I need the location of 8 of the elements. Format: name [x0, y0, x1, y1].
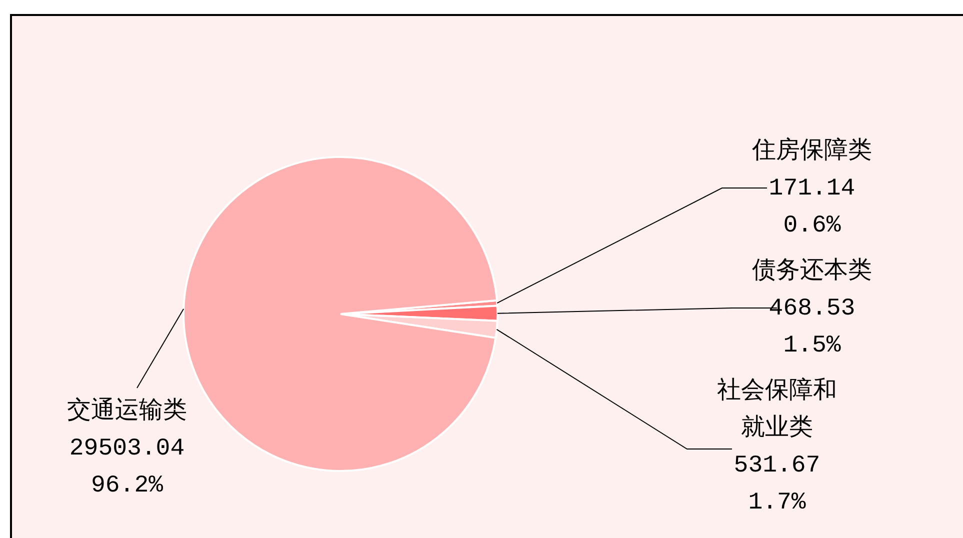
data-label: 29503.04 96.2%	[69, 435, 185, 500]
data-label: 531.67 1.7%	[734, 452, 820, 516]
data-label: 171.14 0.6%	[768, 175, 856, 240]
data-label: 468.53 1.5%	[768, 295, 856, 360]
slice-label: 债务还本类	[752, 257, 872, 286]
slice-label: 住房保障类	[751, 136, 872, 166]
slice-label: 交通运输类	[67, 396, 187, 426]
slice-label: 社会保障和就业类	[717, 376, 837, 442]
